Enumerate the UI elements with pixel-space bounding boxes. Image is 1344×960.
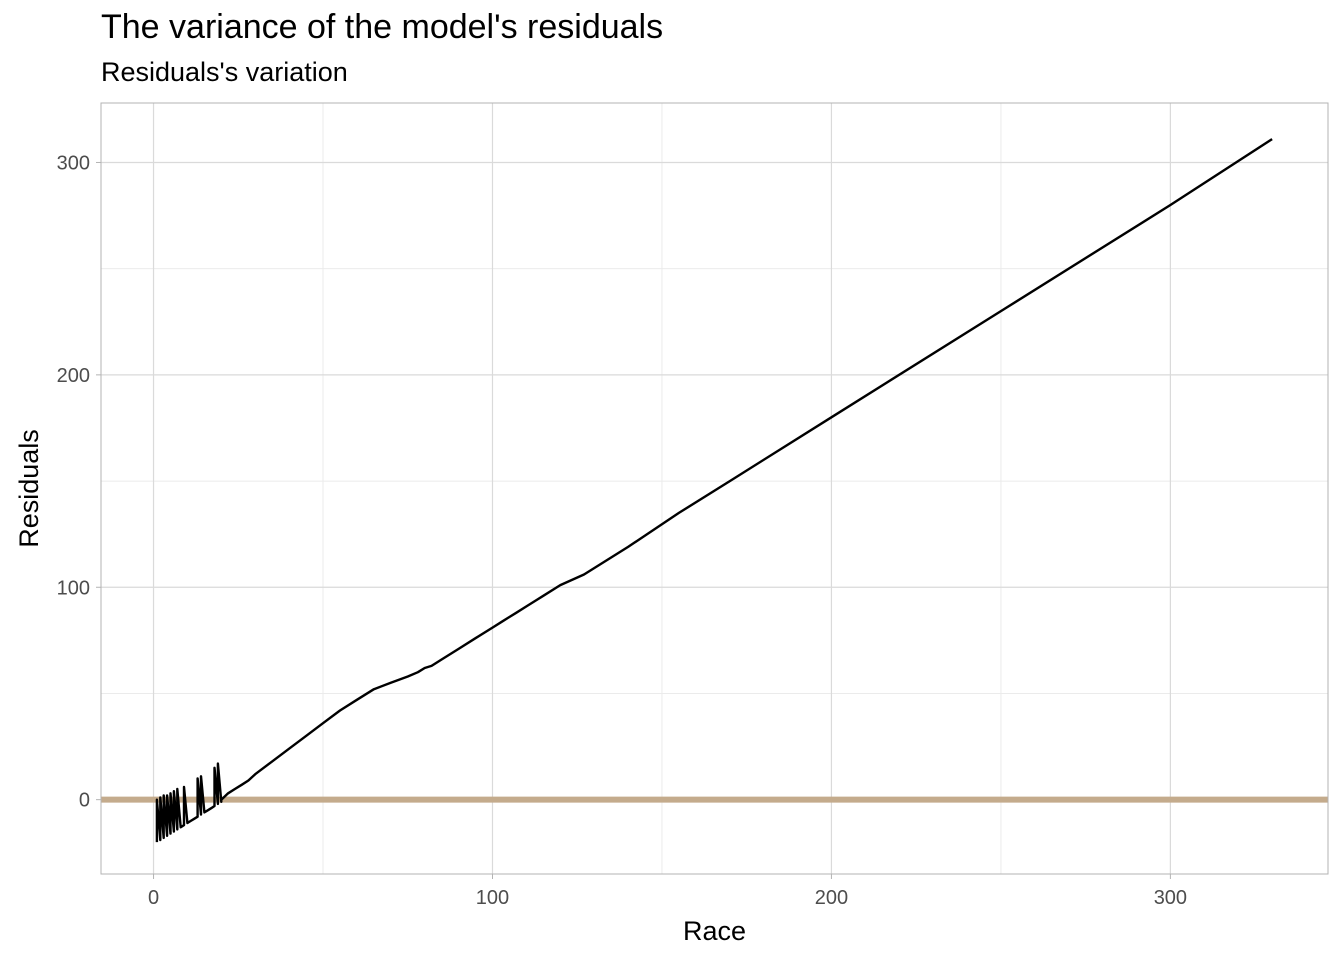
x-axis-title: Race [683,916,746,946]
y-tick-label: 100 [57,577,90,599]
x-axis-ticks: 0 100 200 300 [148,874,1187,909]
chart-subtitle: Residuals's variation [101,57,348,87]
y-tick-label: 0 [79,790,90,812]
residuals-series [155,138,1273,843]
x-tick-label: 100 [476,887,509,909]
x-tick-label: 300 [1154,887,1187,909]
minor-gridlines [101,103,1328,874]
major-gridlines [101,103,1328,874]
x-tick-label: 200 [815,887,848,909]
x-tick-label: 0 [148,887,159,909]
chart-title: The variance of the model's residuals [101,8,664,46]
y-tick-label: 200 [57,365,90,387]
y-axis-title: Residuals [14,429,44,548]
panel-border [100,102,1329,875]
y-axis-ticks: 0 100 200 300 [57,152,101,812]
residuals-line [155,138,1273,843]
y-tick-label: 300 [57,152,90,174]
